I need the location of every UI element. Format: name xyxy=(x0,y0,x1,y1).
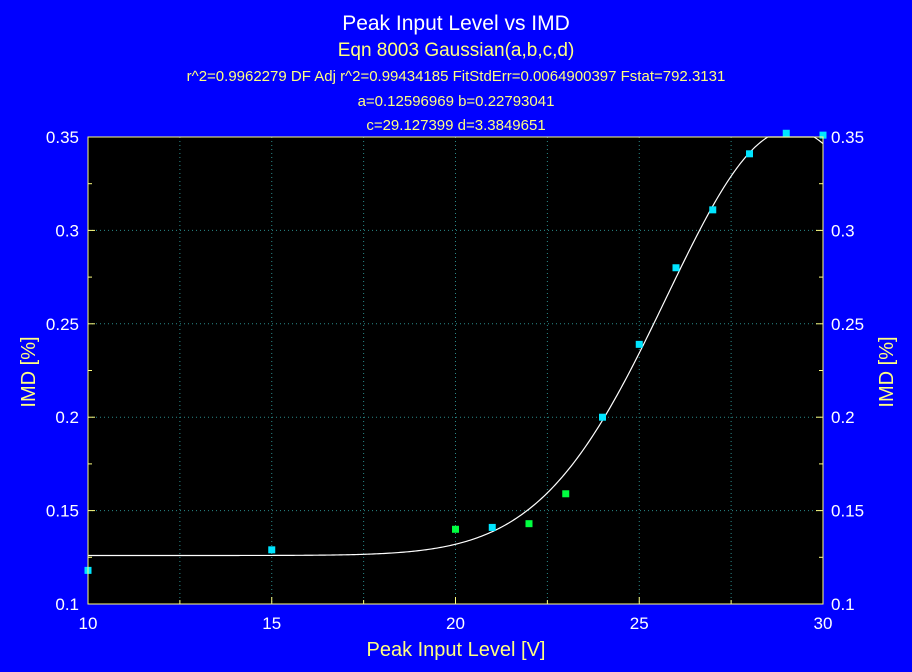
y-tick-label-left: 0.35 xyxy=(46,128,79,147)
y-tick-label-right: 0.25 xyxy=(831,315,864,334)
fit-stats-line-2: a=0.12596969 b=0.22793041 xyxy=(358,93,555,110)
data-point-cyan xyxy=(746,150,753,158)
fit-stats-line-3: c=29.127399 d=3.3849651 xyxy=(366,117,545,134)
data-point-green xyxy=(562,490,570,498)
chart-title: Peak Input Level vs IMD xyxy=(342,12,570,35)
y-tick-label-left: 0.25 xyxy=(46,315,79,334)
y-tick-label-left: 0.3 xyxy=(55,221,79,240)
data-point-cyan xyxy=(268,546,276,554)
data-point-cyan xyxy=(599,413,606,421)
grid xyxy=(88,137,823,604)
y-axis-label-left: IMD [%] xyxy=(18,336,40,407)
x-axis-label: Peak Input Level [V] xyxy=(366,639,545,661)
y-tick-label-right: 0.35 xyxy=(831,128,864,147)
x-tick-label: 30 xyxy=(814,614,833,633)
y-axis-label-right: IMD [%] xyxy=(876,336,898,407)
data-point-cyan xyxy=(672,264,680,272)
y-tick-label-right: 0.2 xyxy=(831,408,855,427)
data-point-cyan xyxy=(819,131,827,139)
y-tick-label-right: 0.3 xyxy=(831,221,855,240)
fit-curve xyxy=(88,136,824,557)
x-tick-label: 15 xyxy=(262,614,281,633)
y-tick-label-left: 0.2 xyxy=(55,408,79,427)
data-point-cyan xyxy=(635,340,643,348)
y-tick-label-left: 0.15 xyxy=(46,502,79,521)
fit-curve-layer xyxy=(88,136,824,557)
y-tick-label-right: 0.15 xyxy=(831,502,864,521)
data-point-green xyxy=(525,520,533,528)
x-tick-label: 10 xyxy=(79,614,98,633)
y-tick-label-left: 0.1 xyxy=(55,595,79,614)
fit-stats-line-1: r^2=0.9962279 DF Adj r^2=0.99434185 FitS… xyxy=(187,68,726,85)
x-tick-label: 20 xyxy=(446,614,465,633)
chart-subtitle: Eqn 8003 Gaussian(a,b,c,d) xyxy=(338,40,575,61)
data-point-cyan xyxy=(488,523,496,531)
data-point-green xyxy=(452,525,459,533)
y-tick-label-right: 0.1 xyxy=(831,595,855,614)
data-point-cyan xyxy=(709,206,717,214)
x-tick-label: 25 xyxy=(630,614,649,633)
data-point-cyan xyxy=(782,129,790,137)
axis-ticks: 10 15 20 25 300.1 0.10.15 0.150.2 0.20.25 0.250.… xyxy=(46,128,864,633)
